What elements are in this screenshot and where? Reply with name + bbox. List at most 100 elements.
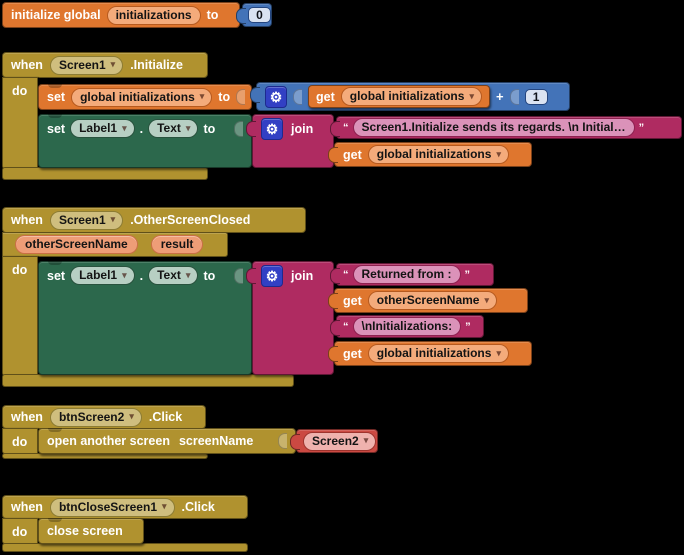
do-spine[interactable]: do bbox=[2, 77, 38, 169]
text-string-block[interactable]: “ Screen1.Initialize sends its regards. … bbox=[330, 116, 682, 139]
get-label: get bbox=[343, 346, 362, 361]
component-dropdown-label: Screen1 bbox=[58, 57, 106, 72]
do-spine[interactable]: do bbox=[2, 518, 38, 544]
when-btnclosescreen1-click-block[interactable]: when btnCloseScreen1 ▾ .Click bbox=[2, 495, 248, 519]
event-block-bottom[interactable] bbox=[2, 543, 248, 552]
property-dropdown[interactable]: Text ▾ bbox=[148, 119, 199, 138]
join-text-block[interactable]: ⚙ join bbox=[246, 261, 334, 375]
to-label: to bbox=[206, 8, 219, 22]
string-field[interactable]: Screen1.Initialize sends its regards. \n… bbox=[352, 118, 635, 137]
variable-dropdown[interactable]: global initializations ▾ bbox=[367, 344, 509, 363]
get-variable-block[interactable]: get global initializations ▾ bbox=[308, 85, 490, 108]
join-label: join bbox=[291, 268, 314, 283]
close-quote-label: ” bbox=[638, 121, 645, 134]
set-label-text-block[interactable]: set Label1 ▾ . Text ▾ to bbox=[38, 114, 252, 168]
chevron-down-icon: ▾ bbox=[469, 90, 474, 101]
chevron-down-icon: ▾ bbox=[496, 347, 501, 358]
get-label: get bbox=[343, 147, 362, 162]
do-spine[interactable]: do bbox=[2, 428, 38, 454]
component-dropdown-label: Screen1 bbox=[58, 212, 106, 227]
get-variable-block[interactable]: get otherScreenName ▾ bbox=[328, 288, 528, 313]
property-dropdown[interactable]: Text ▾ bbox=[148, 266, 199, 285]
join-text-block[interactable]: ⚙ join bbox=[246, 114, 334, 168]
component-dropdown[interactable]: Screen1 ▾ bbox=[49, 55, 124, 75]
value-socket bbox=[509, 88, 519, 105]
chevron-down-icon: ▾ bbox=[185, 122, 191, 133]
chevron-down-icon: ▾ bbox=[199, 91, 205, 101]
when-btnscreen2-click-block[interactable]: when btnScreen2 ▾ .Click bbox=[2, 405, 206, 429]
event-label: .Click bbox=[181, 500, 215, 514]
variable-dropdown[interactable]: global initializations ▾ bbox=[71, 87, 213, 107]
text-string-block[interactable]: “ Returned from : ” bbox=[330, 263, 494, 286]
gear-icon[interactable]: ⚙ bbox=[261, 117, 283, 140]
component-dropdown[interactable]: Label1 ▾ bbox=[70, 119, 135, 138]
do-label: do bbox=[12, 84, 28, 98]
number-field[interactable]: 1 bbox=[524, 88, 548, 105]
chevron-down-icon: ▾ bbox=[122, 269, 127, 280]
set-variable-block[interactable]: set global initializations ▾ to bbox=[38, 84, 252, 110]
to-label: to bbox=[203, 121, 216, 136]
open-another-screen-block[interactable]: open another screen screenName bbox=[38, 428, 296, 454]
event-block-bottom[interactable] bbox=[2, 374, 294, 387]
value-socket bbox=[236, 89, 246, 105]
number-field[interactable]: 0 bbox=[248, 7, 271, 23]
when-screen1-initialize-block[interactable]: when Screen1 ▾ .Initialize bbox=[2, 52, 208, 78]
variable-dropdown-label: global initializations bbox=[376, 147, 492, 161]
number-block[interactable]: 0 bbox=[236, 3, 272, 27]
component-dropdown[interactable]: Label1 ▾ bbox=[70, 266, 135, 285]
value-socket bbox=[234, 120, 243, 137]
do-label: do bbox=[12, 525, 28, 539]
component-dropdown[interactable]: btnScreen2 ▾ bbox=[49, 407, 142, 427]
gear-icon[interactable]: ⚙ bbox=[265, 85, 287, 108]
chevron-down-icon: ▾ bbox=[162, 501, 167, 511]
gear-icon[interactable]: ⚙ bbox=[261, 264, 283, 287]
value-socket bbox=[293, 88, 302, 105]
variable-dropdown[interactable]: global initializations ▾ bbox=[367, 145, 509, 164]
chevron-down-icon: ▾ bbox=[122, 122, 127, 133]
to-label: to bbox=[218, 90, 231, 104]
close-screen-block[interactable]: close screen bbox=[38, 518, 144, 544]
text-string-block[interactable]: “ \nInitializations: ” bbox=[330, 315, 484, 338]
set-label: set bbox=[47, 90, 66, 104]
join-label: join bbox=[291, 121, 314, 136]
close-quote-label: ” bbox=[464, 268, 471, 281]
string-field[interactable]: \nInitializations: bbox=[352, 317, 462, 336]
when-other-screen-closed-block[interactable]: when Screen1 ▾ .OtherScreenClosed bbox=[2, 207, 306, 233]
screen-name-dropdown-block[interactable]: Screen2 ▾ bbox=[290, 429, 378, 453]
value-socket bbox=[234, 267, 243, 284]
initialize-global-label: initialize global bbox=[11, 8, 101, 22]
event-label: .Initialize bbox=[130, 58, 183, 72]
variable-name-field[interactable]: initializations bbox=[106, 5, 201, 25]
set-label: set bbox=[47, 121, 66, 136]
event-params-row[interactable]: otherScreenName result bbox=[2, 232, 228, 257]
string-field[interactable]: Returned from : bbox=[352, 265, 461, 284]
component-dropdown-label: btnScreen2 bbox=[58, 409, 125, 424]
do-label: do bbox=[12, 435, 28, 449]
do-spine[interactable]: do bbox=[2, 256, 38, 376]
event-label: .Click bbox=[148, 410, 183, 424]
variable-dropdown-label: global initializations bbox=[376, 346, 492, 360]
property-dropdown-label: Text bbox=[157, 268, 181, 282]
component-dropdown[interactable]: Screen1 ▾ bbox=[49, 210, 124, 230]
variable-dropdown[interactable]: global initializations ▾ bbox=[340, 87, 482, 106]
screen-dropdown[interactable]: Screen2 ▾ bbox=[303, 431, 377, 451]
component-dropdown[interactable]: btnCloseScreen1 ▾ bbox=[49, 497, 175, 517]
get-variable-block[interactable]: get global initializations ▾ bbox=[328, 341, 532, 366]
chevron-down-icon: ▾ bbox=[496, 148, 501, 159]
get-variable-block[interactable]: get global initializations ▾ bbox=[328, 142, 532, 167]
screen-name-arg-label: screenName bbox=[178, 434, 254, 448]
initialize-global-block[interactable]: initialize global initializations to bbox=[2, 2, 240, 28]
param-result[interactable]: result bbox=[150, 235, 204, 254]
chevron-down-icon: ▾ bbox=[110, 59, 116, 69]
variable-dropdown[interactable]: otherScreenName ▾ bbox=[367, 291, 497, 310]
set-label: set bbox=[47, 268, 66, 283]
plus-operator-label: + bbox=[495, 89, 504, 104]
when-label: when bbox=[11, 213, 43, 227]
value-socket bbox=[278, 433, 287, 449]
param-other-screen-name[interactable]: otherScreenName bbox=[15, 235, 138, 254]
when-label: when bbox=[11, 58, 43, 72]
math-add-block[interactable]: ⚙ get global initializations ▾ + 1 bbox=[250, 82, 570, 111]
event-block-bottom[interactable] bbox=[2, 167, 208, 180]
set-label-text-block[interactable]: set Label1 ▾ . Text ▾ to bbox=[38, 261, 252, 375]
